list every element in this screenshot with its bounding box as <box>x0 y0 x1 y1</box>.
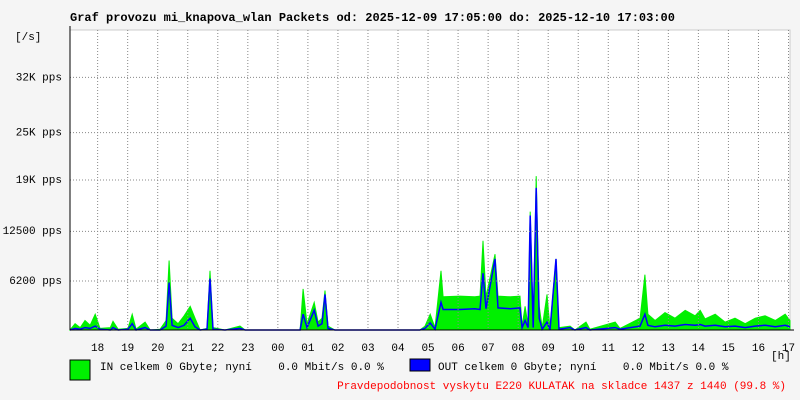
x-tick-label: 15 <box>722 343 735 355</box>
x-tick-label: 19 <box>121 343 134 355</box>
footnote: Pravdepodobnost vyskytu E220 KULATAK na … <box>337 381 786 393</box>
y-axis-label: [/s] <box>15 32 41 44</box>
x-tick-label: 20 <box>151 343 164 355</box>
legend-swatch <box>69 359 91 381</box>
x-tick-label: 10 <box>572 343 585 355</box>
x-tick-label: 21 <box>181 343 195 355</box>
x-tick-label: 14 <box>692 343 706 355</box>
x-tick-label: 01 <box>301 343 315 355</box>
x-tick-label: 13 <box>662 343 675 355</box>
chart-title: Graf provozu mi_knapova_wlan Packets od:… <box>70 11 675 25</box>
x-axis-label: [h] <box>771 351 791 363</box>
x-tick-label: 00 <box>271 343 284 355</box>
x-tick-label: 02 <box>331 343 344 355</box>
x-tick-label: 18 <box>91 343 104 355</box>
x-tick-label: 22 <box>211 343 224 355</box>
y-tick-label: 6200 pps <box>9 276 62 288</box>
x-tick-label: 23 <box>241 343 254 355</box>
in-area <box>68 176 791 331</box>
y-tick-label: 19K pps <box>16 175 62 187</box>
x-tick-label: 06 <box>451 343 464 355</box>
y-tick-label: 25K pps <box>16 128 62 140</box>
x-tick-label: 16 <box>752 343 765 355</box>
y-tick-label: 12500 pps <box>3 226 62 238</box>
x-tick-label: 07 <box>482 343 495 355</box>
x-tick-label: 04 <box>391 343 405 355</box>
x-tick-label: 12 <box>632 343 645 355</box>
y-tick-label: 32K pps <box>16 72 62 84</box>
x-tick-label: 11 <box>602 343 616 355</box>
x-tick-label: 03 <box>361 343 374 355</box>
x-tick-label: 09 <box>542 343 555 355</box>
x-tick-label: 17 <box>782 343 795 355</box>
legend-swatch <box>409 358 431 372</box>
legend-entry: IN celkem 0 Gbyte; nyní 0.0 Mbit/s 0.0 % <box>100 362 384 374</box>
x-tick-label: 08 <box>512 343 525 355</box>
legend-entry: OUT celkem 0 Gbyte; nyní 0.0 Mbit/s 0.0 … <box>438 362 729 374</box>
x-tick-label: 05 <box>421 343 434 355</box>
